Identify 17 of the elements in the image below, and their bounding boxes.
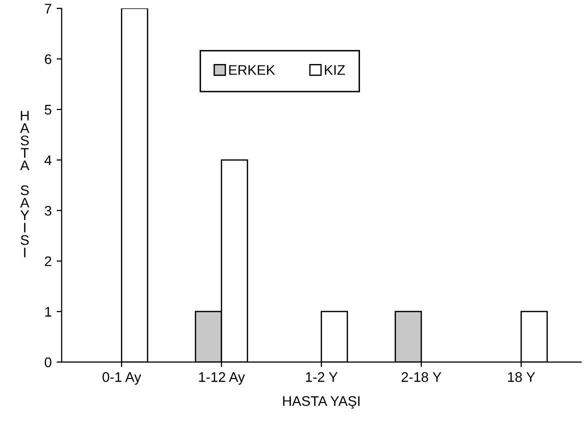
- x-tick-label: 2-18 Y: [402, 372, 442, 382]
- x-axis-title: HASTA YAŞI: [283, 396, 360, 409]
- y-tick-label: 5: [44, 104, 52, 115]
- x-tick-label: 1-2 Y: [306, 372, 338, 382]
- y-tick-label: 7: [44, 4, 52, 14]
- y-tick-label: 0: [44, 357, 52, 368]
- legend-label: KIZ: [324, 65, 345, 75]
- y-tick-label: 1: [45, 307, 52, 317]
- y-tick-label: 3: [44, 206, 52, 216]
- y-tick-label: 2: [44, 256, 52, 266]
- x-tick-label: 1-12 Ay: [199, 372, 245, 385]
- text: HASTA SAYISI: [20, 110, 30, 258]
- x-tick-label: 0-1 Ay: [102, 372, 142, 385]
- y-tick-label: 4: [44, 155, 52, 166]
- y-tick-label: 6: [44, 54, 52, 64]
- legend-label: ERKEK: [229, 65, 276, 75]
- x-tick-label: 18 Y: [508, 372, 536, 382]
